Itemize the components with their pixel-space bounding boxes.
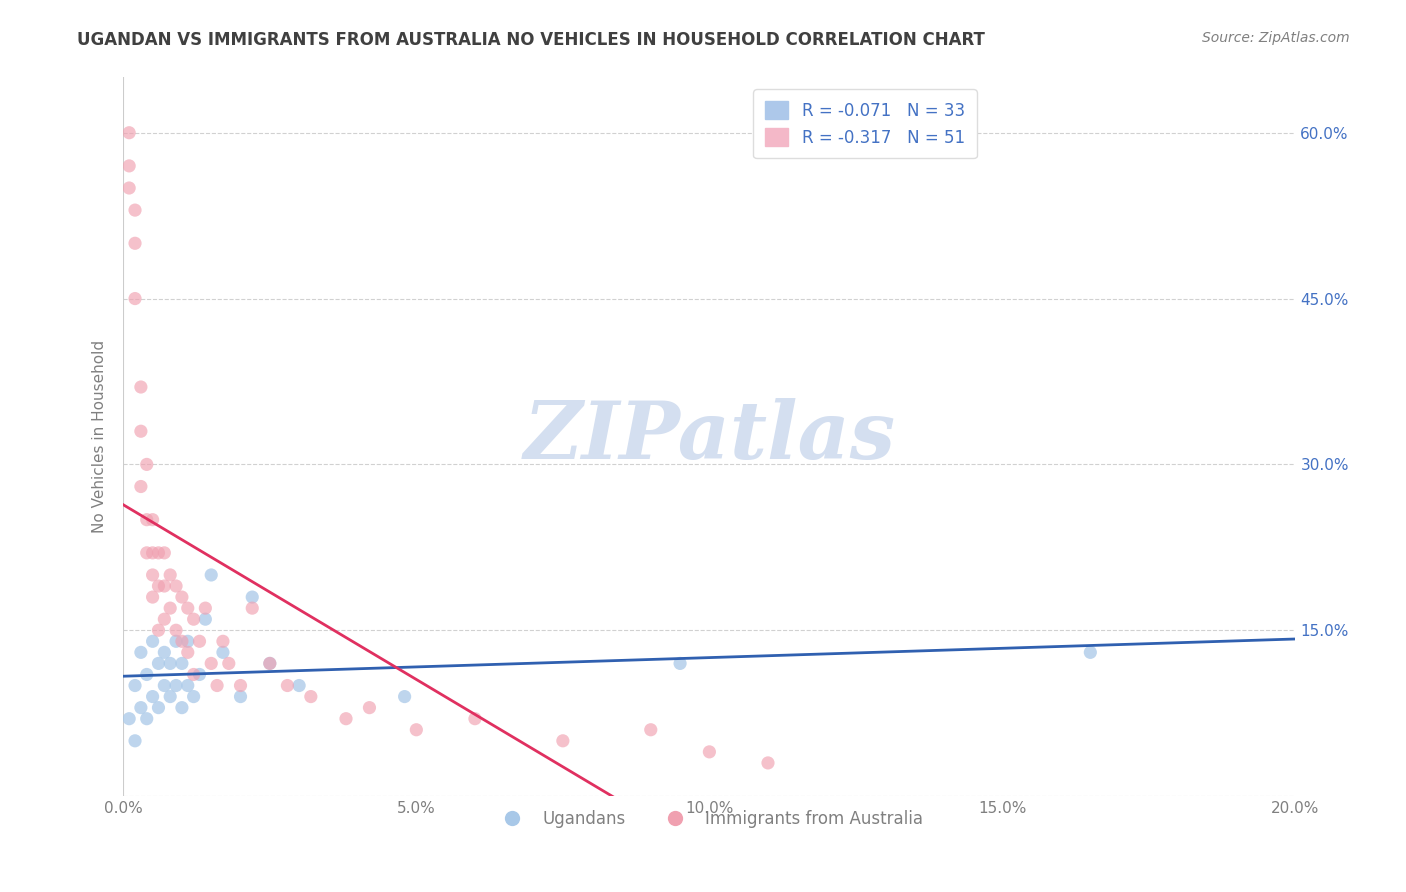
Point	[118, 126, 141, 140]
Point	[464, 712, 486, 726]
Point	[118, 712, 141, 726]
Point	[135, 458, 157, 472]
Point	[669, 657, 692, 671]
Point	[229, 679, 252, 693]
Point	[212, 634, 235, 648]
Point	[148, 700, 170, 714]
Point	[183, 612, 205, 626]
Point	[188, 634, 211, 648]
Point	[124, 236, 146, 251]
Point	[124, 203, 146, 218]
Legend: Ugandans, Immigrants from Australia: Ugandans, Immigrants from Australia	[489, 803, 929, 835]
Text: UGANDAN VS IMMIGRANTS FROM AUSTRALIA NO VEHICLES IN HOUSEHOLD CORRELATION CHART: UGANDAN VS IMMIGRANTS FROM AUSTRALIA NO …	[77, 31, 986, 49]
Point	[394, 690, 416, 704]
Point	[177, 634, 200, 648]
Point	[405, 723, 427, 737]
Point	[177, 679, 200, 693]
Point	[135, 513, 157, 527]
Point	[148, 657, 170, 671]
Point	[159, 568, 181, 582]
Point	[165, 679, 187, 693]
Point	[142, 568, 165, 582]
Point	[148, 579, 170, 593]
Point	[699, 745, 721, 759]
Point	[129, 645, 152, 659]
Point	[188, 667, 211, 681]
Point	[359, 700, 381, 714]
Point	[124, 292, 146, 306]
Point	[183, 690, 205, 704]
Point	[165, 634, 187, 648]
Point	[142, 634, 165, 648]
Point	[299, 690, 322, 704]
Point	[259, 657, 281, 671]
Point	[756, 756, 779, 770]
Point	[205, 679, 228, 693]
Point	[159, 657, 181, 671]
Point	[288, 679, 311, 693]
Point	[183, 667, 205, 681]
Point	[124, 679, 146, 693]
Point	[229, 690, 252, 704]
Point	[153, 546, 176, 560]
Point	[142, 590, 165, 604]
Point	[551, 734, 574, 748]
Point	[142, 690, 165, 704]
Point	[142, 513, 165, 527]
Point	[177, 601, 200, 615]
Point	[1078, 645, 1101, 659]
Point	[194, 601, 217, 615]
Point	[200, 568, 222, 582]
Point	[194, 612, 217, 626]
Point	[135, 667, 157, 681]
Point	[165, 579, 187, 593]
Point	[118, 181, 141, 195]
Point	[124, 734, 146, 748]
Point	[135, 546, 157, 560]
Point	[259, 657, 281, 671]
Point	[170, 634, 193, 648]
Point	[153, 579, 176, 593]
Point	[135, 712, 157, 726]
Point	[218, 657, 240, 671]
Point	[240, 590, 263, 604]
Text: ZIPatlas: ZIPatlas	[523, 398, 896, 475]
Point	[335, 712, 357, 726]
Point	[170, 700, 193, 714]
Point	[276, 679, 298, 693]
Point	[240, 601, 263, 615]
Point	[148, 546, 170, 560]
Text: Source: ZipAtlas.com: Source: ZipAtlas.com	[1202, 31, 1350, 45]
Point	[118, 159, 141, 173]
Point	[170, 590, 193, 604]
Y-axis label: No Vehicles in Household: No Vehicles in Household	[93, 340, 107, 533]
Point	[640, 723, 662, 737]
Point	[129, 700, 152, 714]
Point	[153, 645, 176, 659]
Point	[165, 624, 187, 638]
Point	[212, 645, 235, 659]
Point	[170, 657, 193, 671]
Point	[200, 657, 222, 671]
Point	[148, 624, 170, 638]
Point	[129, 479, 152, 493]
Point	[129, 424, 152, 438]
Point	[159, 601, 181, 615]
Point	[159, 690, 181, 704]
Point	[153, 679, 176, 693]
Point	[177, 645, 200, 659]
Point	[142, 546, 165, 560]
Point	[153, 612, 176, 626]
Point	[129, 380, 152, 394]
